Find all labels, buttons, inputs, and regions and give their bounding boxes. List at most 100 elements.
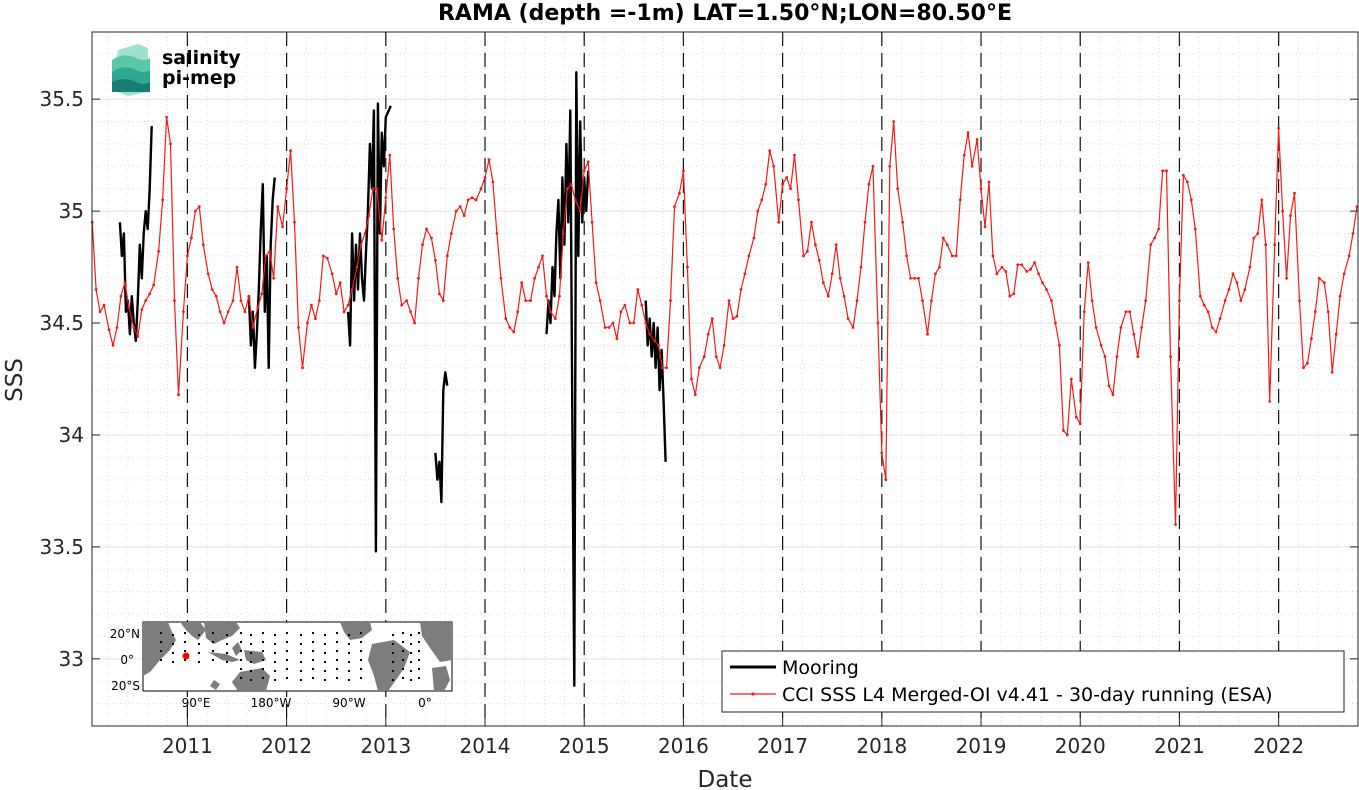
cci-point	[962, 153, 966, 157]
cci-point	[657, 344, 660, 347]
cci-point	[859, 265, 863, 269]
cci-point	[810, 220, 813, 224]
cci-point	[157, 250, 161, 253]
cci-point	[1210, 326, 1214, 329]
cci-point	[846, 317, 850, 320]
cci-point	[508, 326, 512, 329]
cci-point	[648, 332, 652, 336]
cci-point	[293, 220, 296, 224]
cci-point	[243, 310, 247, 314]
inset-dot	[360, 641, 362, 643]
cci-point	[1334, 332, 1338, 336]
cci-point	[772, 164, 776, 168]
inset-dot	[402, 677, 404, 679]
cci-point	[264, 254, 268, 258]
cci-point	[1338, 294, 1342, 298]
inset-lat-label-20n: 20°N	[110, 627, 140, 641]
inset-dot	[160, 632, 162, 634]
cci-point	[235, 265, 239, 269]
cci-point	[945, 243, 949, 247]
inset-dot	[250, 679, 252, 681]
inset-dot	[274, 679, 276, 681]
inset-dot	[418, 650, 420, 652]
x-axis-label: Date	[698, 767, 753, 790]
cci-point	[871, 164, 875, 168]
cci-point	[1136, 355, 1140, 358]
cci-point	[529, 299, 532, 302]
cci-point	[1252, 236, 1256, 240]
inset-dot	[274, 634, 276, 636]
cci-point	[934, 272, 937, 276]
inset-dot	[300, 652, 302, 654]
inset-dot	[262, 650, 264, 652]
inset-dot	[300, 643, 302, 645]
inset-dot	[410, 679, 412, 681]
inset-dot	[250, 661, 252, 663]
inset-dot	[274, 661, 276, 663]
cci-point	[669, 299, 672, 302]
cci-point	[1115, 355, 1119, 358]
cci-point	[665, 366, 668, 370]
cci-point	[346, 303, 350, 307]
cci-point	[628, 321, 632, 325]
inset-mooring-dots	[160, 632, 420, 681]
cci-point	[454, 209, 458, 213]
inset-dot	[286, 659, 288, 661]
inset-dot	[312, 641, 314, 643]
cci-point	[310, 303, 313, 307]
cci-point	[623, 303, 627, 307]
cci-point	[690, 377, 693, 381]
y-axis-label: SSS	[2, 358, 28, 402]
cci-point	[98, 310, 102, 314]
x-tick-label: 2020	[1055, 734, 1106, 758]
inset-dot	[212, 632, 214, 634]
cci-point	[615, 337, 619, 341]
cci-point	[1128, 310, 1132, 314]
cci-point	[1317, 276, 1321, 280]
cci-point	[1174, 523, 1177, 526]
inset-dot	[312, 668, 314, 670]
cci-point	[1198, 294, 1202, 298]
y-tick-label: 35	[59, 199, 84, 223]
cci-point	[251, 326, 255, 329]
cci-point	[565, 187, 569, 191]
cci-point	[470, 196, 474, 200]
cci-point	[991, 254, 995, 258]
cci-point	[1069, 377, 1073, 381]
cci-point	[1103, 355, 1107, 358]
cci-point	[115, 326, 119, 329]
cci-point	[222, 321, 226, 325]
cci-point	[434, 258, 437, 262]
inset-dot	[226, 634, 228, 636]
cci-point	[1144, 299, 1148, 302]
cci-point	[165, 115, 169, 119]
cci-point	[1029, 267, 1032, 271]
cci-point	[441, 299, 445, 302]
cci-point	[537, 265, 540, 269]
cci-point	[752, 236, 756, 240]
cci-point	[1256, 232, 1260, 235]
inset-dot	[348, 652, 350, 654]
cci-point	[954, 254, 958, 258]
cci-point	[1157, 227, 1160, 231]
inset-dot	[402, 641, 404, 643]
inset-dot	[172, 661, 174, 663]
cci-point	[210, 288, 214, 291]
cci-point	[806, 250, 809, 253]
inset-dot	[392, 670, 394, 672]
cci-point	[921, 299, 924, 302]
cci-point	[917, 276, 920, 280]
cci-point	[1090, 299, 1094, 302]
cci-point	[578, 209, 582, 213]
cci-point	[325, 256, 329, 260]
cci-point	[777, 220, 781, 224]
inset-dot	[250, 643, 252, 645]
inset-dot	[198, 643, 200, 645]
cci-point	[888, 164, 892, 168]
inset-dot	[274, 643, 276, 645]
cci-point	[425, 227, 428, 231]
cci-point	[260, 292, 264, 296]
cci-point	[1000, 265, 1004, 269]
cci-point	[826, 294, 830, 298]
cci-point	[938, 265, 941, 269]
